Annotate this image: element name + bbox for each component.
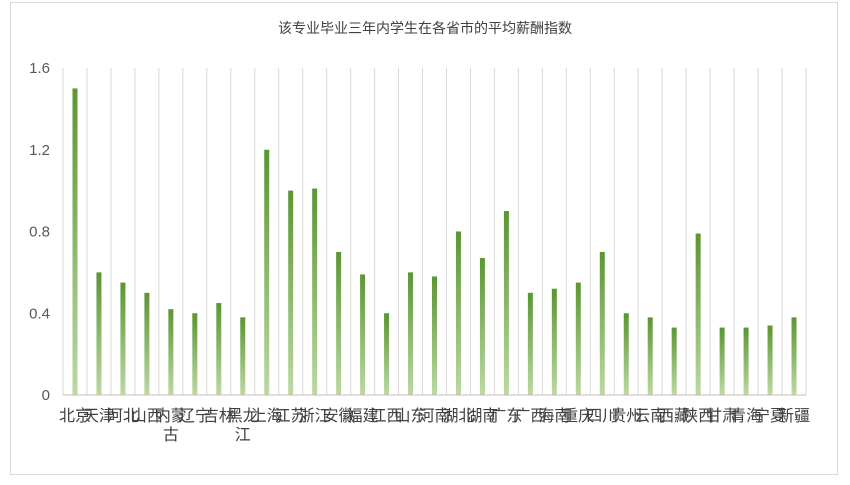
bar-25 [671,327,677,395]
x-tick-label: 江苏 [275,406,307,425]
x-tick-label: 安徽 [323,406,355,425]
bar-5 [192,313,198,395]
bar-17 [479,258,485,395]
x-tick-label: 内蒙古 [155,406,187,444]
x-tick-label: 江西 [371,406,403,425]
bar-11 [336,251,342,395]
y-tick-label: 0.4 [29,305,50,322]
x-tick-label: 重庆 [562,406,594,425]
bar-23 [623,313,629,395]
x-tick-label: 河北 [107,406,139,425]
bar-1 [96,272,102,395]
x-tick-label: 西藏 [658,406,690,425]
bar-6 [216,303,222,395]
bar-29 [767,325,773,395]
bar-28 [743,327,749,395]
x-tick-label: 陕西 [682,406,714,425]
bar-8 [264,149,270,395]
bar-15 [432,276,437,395]
bar-24 [647,317,653,395]
x-tick-label: 四川 [586,406,618,425]
x-tick-label: 宁夏 [754,406,786,425]
bar-30 [791,317,797,395]
bar-0 [72,88,78,395]
x-tick-label: 吉林 [203,406,235,425]
y-tick-label: 1.2 [29,142,50,159]
x-tick-label: 云南 [634,406,666,425]
grid-lines [62,68,807,395]
bar-27 [719,327,725,395]
x-tick-label: 青海 [730,406,762,425]
y-tick-label: 0.8 [29,224,50,241]
bar-18 [503,211,509,395]
bar-2 [120,282,126,395]
bar-13 [384,313,390,395]
bar-10 [312,188,318,395]
x-tick-label: 新疆 [778,406,810,425]
x-tick-label: 山东 [395,406,427,425]
x-tick-label: 湖北 [442,406,474,425]
y-axis-ticks: 0 0.4 0.8 1.2 1.6 [29,60,50,404]
x-tick-label: 贵州 [610,406,642,425]
x-tick-label: 海南 [538,406,570,425]
bar-20 [551,288,557,395]
x-tick-label: 辽宁 [179,406,211,425]
bar-22 [599,251,605,395]
x-tick-label: 福建 [347,406,379,425]
bar-16 [455,231,461,395]
x-tick-label: 北京 [59,406,91,425]
x-tick-label: 甘肃 [706,406,738,425]
bar-4 [168,309,174,395]
x-axis-labels: 北京天津河北山西内蒙古辽宁吉林黑龙江上海江苏浙江安徽福建江西山东河南湖北湖南广东… [59,406,810,444]
bar-19 [527,292,533,395]
x-tick-label: 浙江 [299,406,331,425]
bar-3 [144,292,150,395]
chart-title: 该专业毕业三年内学生在各省市的平均薪酬指数 [278,21,572,37]
bar-7 [240,317,246,395]
bar-12 [360,274,366,395]
bar-26 [695,233,701,395]
x-tick-label: 广东 [490,406,522,425]
x-tick-label: 湖南 [466,406,498,425]
x-tick-label: 广西 [514,406,546,425]
y-tick-label: 0 [42,387,50,404]
x-tick-label: 天津 [83,406,115,425]
x-tick-label: 河南 [418,406,450,425]
bars [72,88,797,395]
y-tick-label: 1.6 [29,60,50,77]
bar-21 [575,282,581,395]
bar-14 [408,272,414,395]
x-tick-label: 上海 [251,406,283,425]
x-tick-label: 黑龙江 [227,406,259,444]
x-tick-label: 山西 [131,406,163,425]
bar-9 [288,190,294,395]
